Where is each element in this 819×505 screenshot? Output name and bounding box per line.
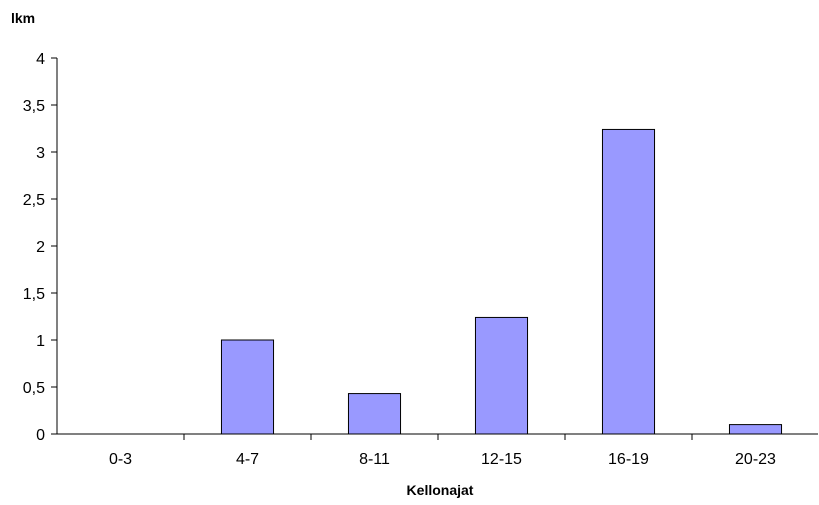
bar-12-15 xyxy=(474,316,529,435)
y-tick-label: 2,5 xyxy=(23,192,45,209)
y-tick-label: 4 xyxy=(36,51,45,68)
bar-4-7 xyxy=(220,339,275,435)
y-tick-label: 3,5 xyxy=(23,98,45,115)
y-tick-label: 0 xyxy=(36,427,45,444)
x-tick-label: 8-11 xyxy=(359,451,390,468)
x-tick-label: 4-7 xyxy=(236,451,259,468)
x-tick-label: 0-3 xyxy=(109,451,132,468)
x-tick-label: 16-19 xyxy=(608,451,649,468)
x-tick-label: 12-15 xyxy=(481,451,522,468)
y-axis-title: lkm xyxy=(11,10,35,26)
y-tick-label: 0,5 xyxy=(23,380,45,397)
y-tick-label: 2 xyxy=(36,239,45,256)
y-tick-label: 1,5 xyxy=(23,286,45,303)
bar-16-19 xyxy=(601,128,656,435)
bar-20-23 xyxy=(728,424,783,435)
plot-area: 0 0,5 1 1,5 2 2,5 3 3,5 4 0-3 4-7 8-11 12-15 16-19 20-… xyxy=(23,51,818,468)
x-axis-title: Kellonajat xyxy=(407,482,474,498)
x-tick-label: 20-23 xyxy=(735,451,776,468)
bar-8-11 xyxy=(347,393,402,435)
y-tick-label: 3 xyxy=(36,145,45,162)
y-tick-label: 1 xyxy=(36,333,45,350)
